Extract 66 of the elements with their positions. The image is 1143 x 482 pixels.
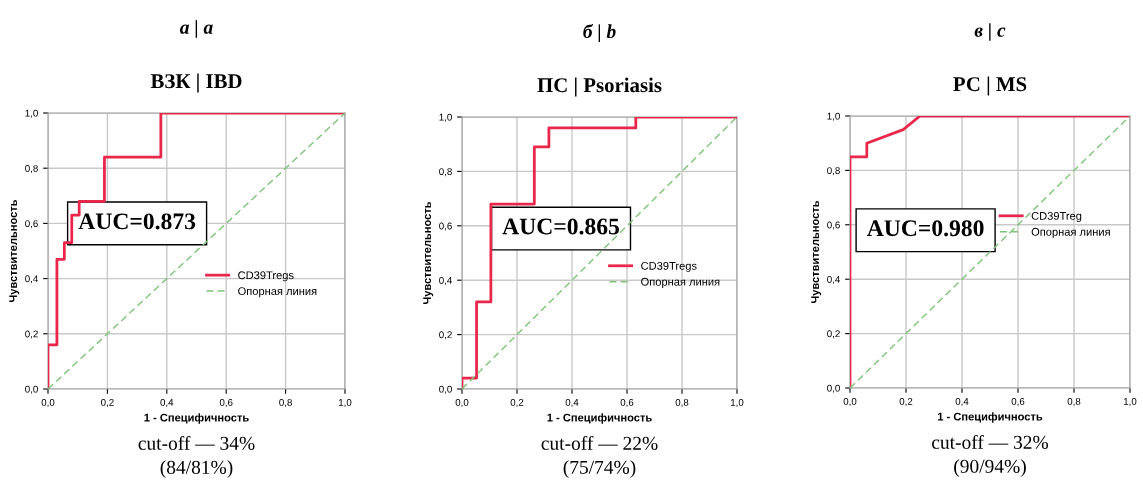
text: (75/74%)	[563, 460, 636, 478]
y-tick-label: 0,6	[827, 221, 840, 230]
x-tick-label: 0,2	[510, 398, 524, 408]
y-tick-label: 1,0	[827, 112, 840, 121]
line-series	[850, 116, 1130, 388]
y-tick-label: 1,0	[439, 113, 452, 122]
y-tick-label: 0,4	[827, 275, 840, 284]
chart-title: б | b	[583, 23, 616, 43]
y-tick-label: 0,0	[25, 385, 38, 394]
y-tick-label: 0,8	[25, 164, 38, 173]
x-tick-label: 0,4	[565, 398, 579, 408]
y-tick-label: 0,0	[827, 384, 840, 393]
x-tick-label: 1,0	[730, 398, 744, 408]
x-tick-label: 0,2	[899, 397, 913, 407]
x-tick-label: 1,0	[1123, 397, 1137, 407]
legend-label: CD39Treg	[1031, 211, 1082, 223]
chart-subtitle: РС | MS	[953, 76, 1027, 96]
legend-label: Опорная линия	[238, 287, 317, 298]
x-tick-label: 0,6	[219, 398, 233, 408]
text: (90/94%)	[954, 459, 1026, 477]
line-series	[462, 117, 737, 389]
legend-label: CD39Tregs	[641, 261, 697, 272]
y-tick-label: 0,2	[439, 331, 452, 340]
chart-title: а | a	[180, 20, 213, 38]
x-tick-label: 0,4	[160, 398, 174, 408]
annotation: AUC=0.980	[866, 220, 984, 237]
y-tick-label: 0,6	[25, 220, 38, 229]
annotation: AUC=0.865	[502, 218, 619, 235]
annotation: AUC=0.873	[78, 213, 196, 230]
chart-subtitle: ВЗК | IBD	[150, 73, 242, 93]
x-tick-label: 0,6	[620, 398, 634, 408]
y-tick-label: 0,0	[439, 385, 452, 394]
y-tick-label: 0,8	[439, 168, 452, 177]
y-tick-label: 0,4	[25, 275, 38, 284]
y-axis-title: Чувствительность	[423, 201, 434, 304]
line-series	[48, 113, 345, 389]
chart-title: в | c	[974, 23, 1006, 41]
x-tick-label: 0,0	[455, 398, 469, 408]
y-axis-title: Чувствительность	[9, 199, 20, 302]
legend-label: CD39Tregs	[238, 271, 294, 282]
x-tick-label: 0,0	[41, 398, 55, 408]
x-tick-label: 0,8	[675, 398, 689, 408]
x-axis-title: 1 - Специфичность	[144, 413, 249, 424]
text: cut-off — 34%	[138, 435, 255, 450]
text: cut-off — 22%	[541, 435, 658, 450]
y-tick-label: 0,2	[827, 330, 840, 339]
y-axis-title: Чувствительность	[811, 200, 822, 303]
chart-subtitle: ПС | Psoriasis	[537, 77, 662, 97]
x-tick-label: 1,0	[338, 398, 352, 408]
text: (84/81%)	[160, 460, 233, 478]
legend-label: Опорная линия	[641, 277, 720, 288]
text: cut-off — 32%	[932, 434, 1049, 449]
x-tick-label: 0,2	[101, 398, 114, 408]
x-axis-title: 1 - Специфичность	[937, 412, 1043, 423]
x-tick-label: 0,6	[1011, 397, 1025, 407]
x-tick-label: 0,8	[279, 398, 292, 408]
x-tick-label: 0,8	[1067, 397, 1081, 407]
x-tick-label: 0,4	[955, 397, 969, 407]
x-tick-label: 0,0	[843, 397, 857, 407]
y-tick-label: 0,6	[439, 222, 452, 231]
x-axis-title: 1 - Специфичность	[547, 413, 652, 424]
y-tick-label: 0,4	[439, 276, 452, 285]
y-tick-label: 0,8	[827, 167, 840, 176]
y-tick-label: 1,0	[25, 109, 38, 118]
y-tick-label: 0,2	[25, 330, 38, 339]
legend-label: Опорная линия	[1031, 227, 1110, 238]
